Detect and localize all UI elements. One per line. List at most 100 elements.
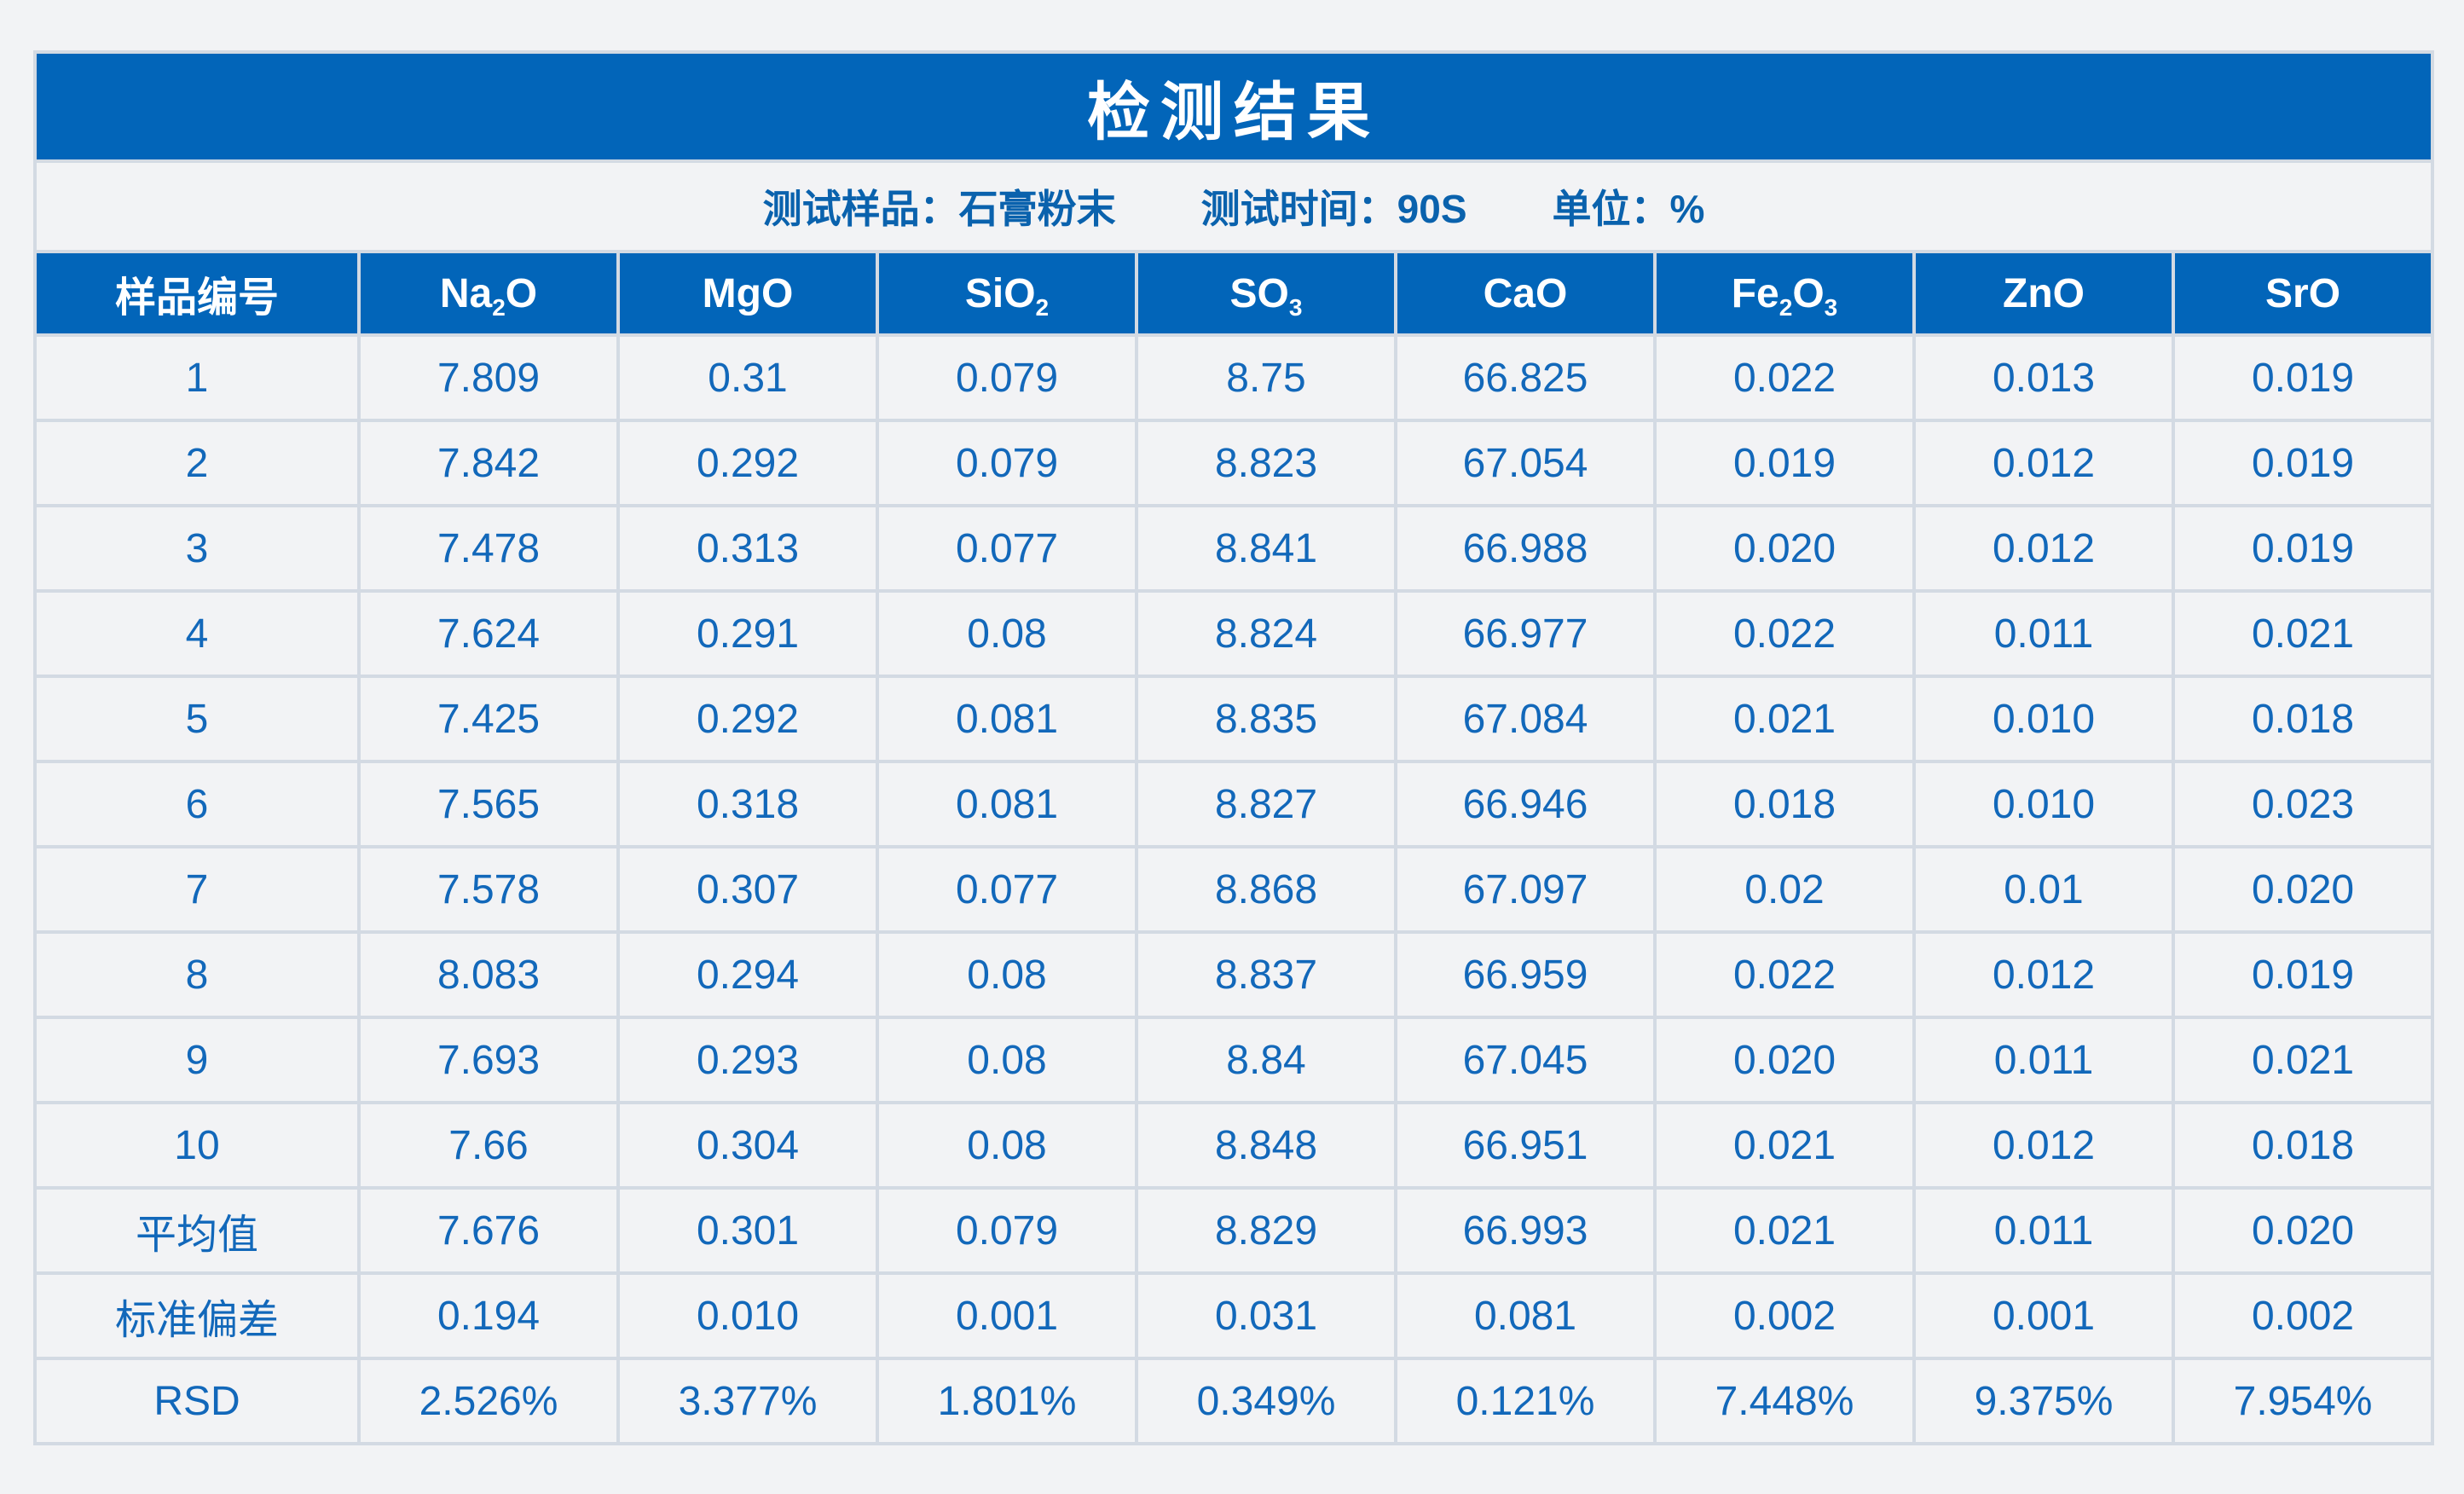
time-label: 测试时间： (1200, 187, 1397, 231)
table-cell: 0.022 (1653, 589, 1916, 678)
table-cell: 0.08 (876, 1016, 1138, 1104)
table-row: 9 7.693 0.293 0.08 8.84 67.045 0.020 0.011 0.021 (33, 1016, 2435, 1104)
sample-value: 石膏粉末 (958, 187, 1116, 231)
sample-info: 测试样品：石膏粉末 (763, 178, 1116, 235)
row-label: 3 (33, 504, 361, 593)
table-cell: 66.988 (1394, 504, 1657, 593)
table-cell: 8.823 (1135, 419, 1397, 507)
table-cell: 0.022 (1653, 930, 1916, 1019)
table-cell: 0.292 (616, 675, 879, 763)
table-row: 10 7.66 0.304 0.08 8.848 66.951 0.021 0.012 0.01… (33, 1101, 2435, 1190)
table-cell: 0.011 (1912, 589, 2175, 678)
table-cell: 0.291 (616, 589, 879, 678)
header-tail: O (505, 270, 538, 316)
table-cell: 7.578 (357, 845, 620, 934)
table-row: 8 8.083 0.294 0.08 8.837 66.959 0.022 0.012 0.01… (33, 930, 2435, 1019)
table-cell: 0.194 (357, 1271, 620, 1360)
table-cell: 0.011 (1912, 1016, 2175, 1104)
table-cell: 0.001 (1912, 1271, 2175, 1360)
header-subscript: 3 (1288, 293, 1303, 321)
row-label: RSD (33, 1357, 361, 1445)
table-cell: 0.292 (616, 419, 879, 507)
table-cell: 0.018 (1653, 760, 1916, 848)
header-base: ZnO (2003, 270, 2085, 316)
table-body: 1 7.809 0.31 0.079 8.75 66.825 0.022 0.013 0.019… (33, 333, 2435, 1445)
header-base: SrO (2265, 270, 2341, 316)
table-cell: 0.294 (616, 930, 879, 1019)
table-row: 平均值 7.676 0.301 0.079 8.829 66.993 0.021 0.011 0… (33, 1186, 2435, 1275)
table-cell: 0.031 (1135, 1271, 1397, 1360)
table-cell: 0.010 (1912, 675, 2175, 763)
table-cell: 0.011 (1912, 1186, 2175, 1275)
table-cell: 8.835 (1135, 675, 1397, 763)
table-cell: 0.010 (1912, 760, 2175, 848)
row-label: 平均值 (33, 1186, 361, 1275)
table-cell: 7.425 (357, 675, 620, 763)
table-cell: 0.01 (1912, 845, 2175, 934)
table-cell: 0.021 (1653, 1101, 1916, 1190)
table-cell: 66.951 (1394, 1101, 1657, 1190)
header-base: 样品编号 (114, 275, 279, 321)
table-cell: 67.084 (1394, 675, 1657, 763)
table-cell: 0.012 (1912, 1101, 2175, 1190)
header-subscript: 2 (1035, 293, 1050, 321)
table-cell: 7.478 (357, 504, 620, 593)
header-subscript: 3 (1824, 293, 1838, 321)
table-cell: 7.842 (357, 419, 620, 507)
header-base: SO (1229, 270, 1289, 316)
header-base: MgO (702, 270, 794, 316)
time-value: 90S (1397, 187, 1467, 231)
row-label: 5 (33, 675, 361, 763)
table-cell: 67.097 (1394, 845, 1657, 934)
column-header: SrO (2171, 250, 2435, 337)
table-row: 7 7.578 0.307 0.077 8.868 67.097 0.02 0.01 0.020 (33, 845, 2435, 934)
table-cell: 0.021 (1653, 675, 1916, 763)
table-cell: 8.84 (1135, 1016, 1397, 1104)
table-cell: 67.045 (1394, 1016, 1657, 1104)
table-cell: 0.304 (616, 1101, 879, 1190)
info-row: 测试样品：石膏粉末 测试时间：90S 单位：% (32, 159, 2435, 253)
header-subscript: 2 (492, 293, 506, 321)
table-cell: 3.377% (616, 1357, 879, 1445)
time-info: 测试时间：90S (1201, 178, 1467, 235)
table-cell: 0.010 (616, 1271, 879, 1360)
table-cell: 1.801% (876, 1357, 1138, 1445)
column-header: 样品编号 (33, 250, 361, 337)
row-label: 6 (33, 760, 361, 848)
table-cell: 0.081 (876, 675, 1138, 763)
table-cell: 0.018 (2171, 675, 2435, 763)
table-cell: 7.693 (357, 1016, 620, 1104)
table-cell: 0.019 (1653, 419, 1916, 507)
sample-label: 测试样品： (762, 187, 959, 231)
header-base: SiO (964, 270, 1036, 316)
table-cell: 0.08 (876, 1101, 1138, 1190)
row-label: 9 (33, 1016, 361, 1104)
table-cell: 66.825 (1394, 333, 1657, 422)
table-cell: 0.013 (1912, 333, 2175, 422)
table-cell: 0.020 (1653, 1016, 1916, 1104)
table-cell: 0.019 (2171, 333, 2435, 422)
table-cell: 8.841 (1135, 504, 1397, 593)
table-cell: 0.077 (876, 845, 1138, 934)
table-cell: 0.08 (876, 589, 1138, 678)
table-cell: 0.021 (2171, 1016, 2435, 1104)
column-header: SiO2 (876, 250, 1138, 337)
table-cell: 0.02 (1653, 845, 1916, 934)
table-cell: 66.959 (1394, 930, 1657, 1019)
table-cell: 0.020 (1653, 504, 1916, 593)
table-cell: 8.829 (1135, 1186, 1397, 1275)
table-cell: 7.624 (357, 589, 620, 678)
table-cell: 8.837 (1135, 930, 1397, 1019)
table-cell: 9.375% (1912, 1357, 2175, 1445)
column-header: CaO (1394, 250, 1657, 337)
unit-info: 单位：% (1553, 178, 1705, 235)
table-cell: 0.31 (616, 333, 879, 422)
table-cell: 0.021 (2171, 589, 2435, 678)
row-label: 7 (33, 845, 361, 934)
header-subscript: 2 (1779, 293, 1793, 321)
table-cell: 0.081 (1394, 1271, 1657, 1360)
table-row: 2 7.842 0.292 0.079 8.823 67.054 0.019 0.012 0.0… (33, 419, 2435, 507)
table-cell: 0.012 (1912, 930, 2175, 1019)
header-base: Na (439, 270, 493, 316)
test-info: 测试样品：石膏粉末 测试时间：90S 单位：% (32, 159, 2435, 253)
